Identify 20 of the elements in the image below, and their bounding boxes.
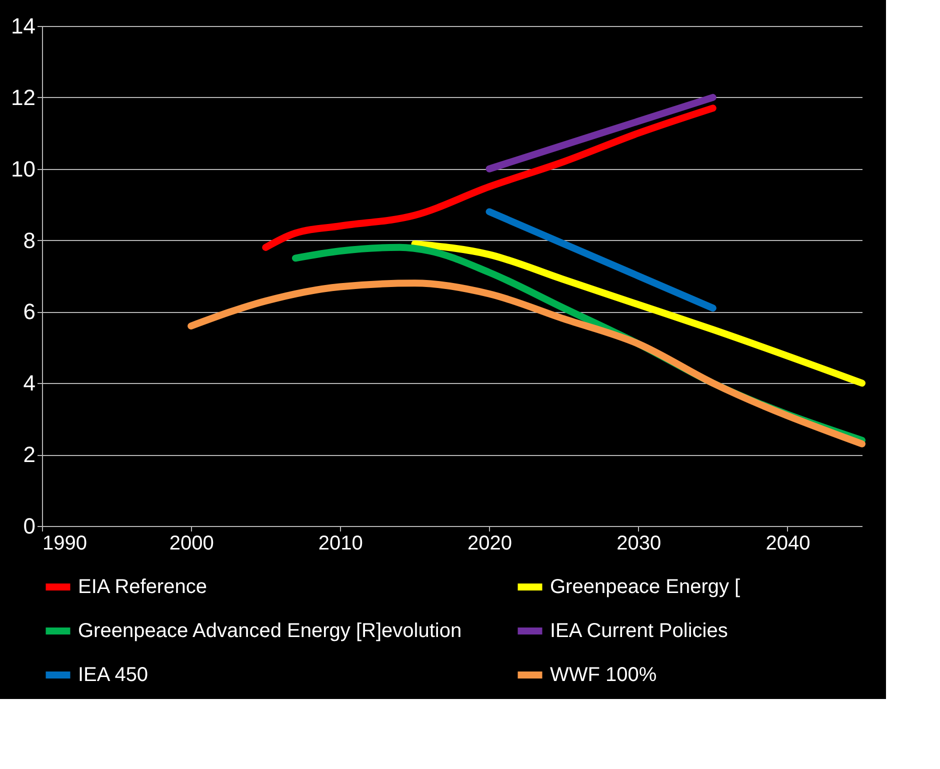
y-tick-label: 4 <box>23 370 36 396</box>
x-tick-label: 2010 <box>318 532 363 554</box>
legend-label: Greenpeace Energy [ <box>550 576 741 598</box>
y-tick-label: 0 <box>23 514 36 538</box>
y-tick-label: 14 <box>11 14 36 38</box>
legend-label: Greenpeace Advanced Energy [R]evolution <box>78 620 462 642</box>
x-tick-label: 2000 <box>169 532 214 554</box>
y-tick-label: 8 <box>23 228 36 253</box>
legend-label: IEA Current Policies <box>550 620 728 642</box>
y-tick-label: 12 <box>11 84 36 110</box>
x-tick-label: 1990 <box>42 532 87 554</box>
y-tick-label: 6 <box>23 299 36 324</box>
legend-label: IEA 450 <box>78 664 148 686</box>
x-tick-label: 2030 <box>616 532 662 554</box>
y-tick-label: 10 <box>11 156 36 182</box>
legend-label: WWF 100% <box>550 664 657 686</box>
x-tick-label: 2040 <box>766 532 810 554</box>
x-tick-label: 2020 <box>468 532 512 554</box>
legend-label: EIA Reference <box>78 576 207 598</box>
y-tick-label: 2 <box>23 442 36 468</box>
